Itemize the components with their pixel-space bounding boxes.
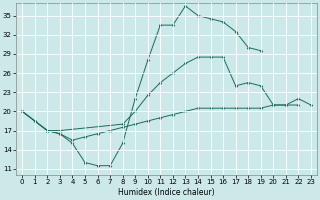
X-axis label: Humidex (Indice chaleur): Humidex (Indice chaleur): [118, 188, 215, 197]
